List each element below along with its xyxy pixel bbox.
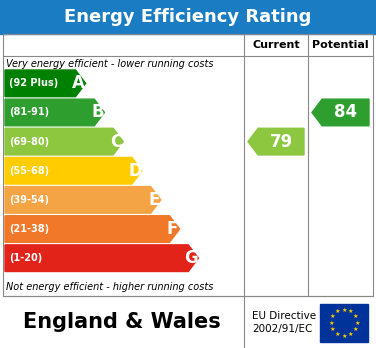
Text: (69-80): (69-80) (9, 137, 49, 147)
Polygon shape (5, 187, 161, 213)
Bar (0, 0, 376, 34)
Text: D: D (128, 162, 142, 180)
Bar (320, 304, 368, 342)
Text: ★: ★ (341, 308, 347, 313)
Text: ★: ★ (341, 333, 347, 339)
Text: ★: ★ (352, 327, 358, 332)
Text: (81-91): (81-91) (9, 108, 49, 118)
Polygon shape (312, 99, 369, 126)
Text: (21-38): (21-38) (9, 224, 49, 234)
Polygon shape (5, 157, 142, 184)
Text: (55-68): (55-68) (9, 166, 49, 176)
Polygon shape (5, 99, 105, 126)
Text: ★: ★ (335, 309, 340, 314)
Text: Potential: Potential (312, 40, 369, 50)
Text: England & Wales: England & Wales (23, 312, 221, 332)
Text: ★: ★ (330, 314, 335, 319)
Bar (3, 34, 373, 296)
Text: C: C (110, 133, 122, 151)
Text: ★: ★ (354, 321, 360, 325)
Text: (92 Plus): (92 Plus) (9, 78, 58, 88)
Text: A: A (72, 74, 85, 92)
Polygon shape (5, 128, 123, 155)
Text: ★: ★ (335, 332, 340, 337)
Text: Energy Efficiency Rating: Energy Efficiency Rating (64, 8, 312, 26)
Polygon shape (5, 216, 180, 242)
Text: ★: ★ (348, 332, 353, 337)
Text: B: B (91, 103, 104, 121)
Text: (39-54): (39-54) (9, 195, 49, 205)
Text: G: G (185, 249, 198, 267)
Polygon shape (5, 245, 199, 271)
Text: Current: Current (252, 40, 300, 50)
Text: F: F (167, 220, 178, 238)
Text: 2002/91/EC: 2002/91/EC (252, 324, 312, 334)
Text: Not energy efficient - higher running costs: Not energy efficient - higher running co… (6, 282, 213, 292)
Polygon shape (5, 70, 86, 97)
Text: E: E (148, 191, 159, 209)
Text: 79: 79 (270, 133, 293, 151)
Polygon shape (248, 128, 304, 155)
Text: Very energy efficient - lower running costs: Very energy efficient - lower running co… (6, 59, 214, 69)
Text: (1-20): (1-20) (9, 253, 42, 263)
Text: ★: ★ (352, 314, 358, 319)
Text: 84: 84 (334, 103, 357, 121)
Text: ★: ★ (330, 327, 335, 332)
Text: ★: ★ (348, 309, 353, 314)
Text: EU Directive: EU Directive (252, 311, 316, 321)
Text: ★: ★ (328, 321, 334, 325)
